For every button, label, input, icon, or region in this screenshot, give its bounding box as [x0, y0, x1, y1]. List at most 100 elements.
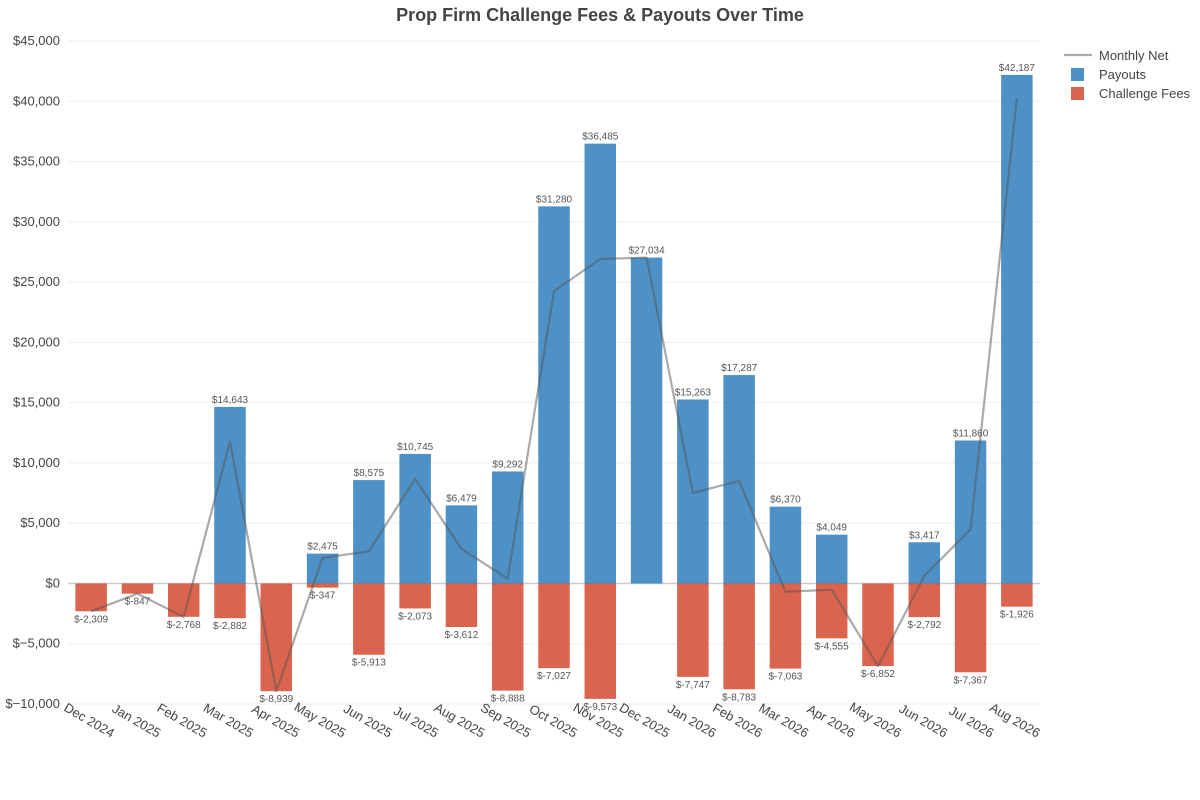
x-tick-label: Mar 2025 [201, 700, 256, 740]
payout-bar [723, 375, 755, 584]
payout-bar [630, 257, 663, 584]
x-tick-label: Aug 2026 [987, 700, 1043, 741]
fee-data-label: $-7,747 [676, 680, 710, 691]
payout-bar [399, 453, 431, 584]
fee-bar [862, 583, 894, 667]
payout-bar [584, 143, 617, 584]
legend: Monthly Net Payouts Challenge Fees [1064, 48, 1191, 101]
fee-bar [399, 583, 431, 609]
payout-data-label: $4,049 [816, 523, 847, 534]
y-tick-label: $25,000 [13, 274, 60, 289]
x-tick-label: May 2026 [847, 699, 904, 741]
fee-bar [1001, 583, 1033, 607]
y-tick-label: $15,000 [13, 395, 60, 410]
net-line [90, 97, 1018, 693]
y-tick-label: $30,000 [13, 214, 60, 229]
x-tick-label: Jun 2025 [341, 701, 395, 741]
x-tick-label: Feb 2025 [155, 700, 210, 740]
x-tick-label: May 2025 [292, 699, 349, 741]
y-tick-label: $5,000 [20, 515, 60, 530]
y-tick-label: $35,000 [13, 154, 60, 169]
fee-bar [815, 583, 848, 639]
x-tick-label: Feb 2026 [710, 700, 765, 740]
fee-data-label: $-2,073 [398, 611, 432, 622]
fee-data-label: $-2,792 [907, 620, 941, 631]
x-tick-label: Sep 2025 [478, 700, 534, 741]
fee-data-label: $-347 [310, 591, 336, 602]
payout-bar [954, 440, 987, 584]
fee-bar [908, 583, 941, 618]
payout-data-label: $31,280 [536, 194, 573, 205]
payout-data-label: $8,575 [354, 468, 385, 479]
payout-data-label: $10,745 [397, 442, 434, 453]
fee-bar [584, 583, 617, 699]
payout-data-label: $11,860 [953, 428, 989, 439]
legend-label: Challenge Fees [1099, 86, 1191, 101]
payout-data-label: $6,479 [446, 493, 477, 504]
data-labels: $14,643 $2,475 $8,575 $10,745 $6,479 $9,292 $3… [74, 63, 1035, 713]
y-tick-label: $0 [46, 575, 60, 590]
fee-data-label: $-2,882 [213, 621, 247, 632]
monthly-net-line [90, 97, 1018, 693]
payout-data-label: $9,292 [492, 459, 523, 470]
y-tick-label: $10,000 [13, 455, 60, 470]
legend-label: Monthly Net [1099, 48, 1169, 63]
fee-data-label: $-9,573 [583, 702, 617, 713]
fee-bar [214, 583, 246, 619]
fee-data-label: $-4,555 [815, 641, 849, 652]
fee-data-label: $-8,939 [259, 694, 293, 705]
payout-bar [491, 471, 524, 584]
fee-data-label: $-7,063 [768, 672, 802, 683]
fee-data-label: $-8,888 [491, 694, 525, 705]
fee-data-label: $-2,309 [74, 614, 108, 625]
fee-data-label: $-1,926 [1000, 610, 1034, 621]
y-axis: $−10,000 $−5,000 $0 $5,000 $10,000 $15,000 $20… [5, 33, 60, 711]
fee-data-label: $-3,612 [444, 630, 478, 641]
payout-data-label: $36,485 [582, 132, 619, 143]
fee-bar [723, 583, 755, 690]
fee-bar [306, 583, 339, 588]
fee-data-label: $-7,027 [537, 671, 571, 682]
payout-data-label: $2,475 [307, 542, 338, 553]
x-tick-label: Jun 2026 [896, 701, 950, 741]
fee-bar [769, 583, 802, 669]
x-tick-label: Mar 2026 [756, 700, 811, 740]
legend-swatch [1071, 68, 1084, 81]
x-tick-label: Jan 2026 [665, 701, 719, 741]
fee-bar [445, 583, 478, 627]
bars [75, 74, 1033, 699]
payout-bar [769, 506, 802, 584]
fee-bar [491, 583, 524, 691]
fee-data-label: $-6,852 [861, 669, 895, 680]
x-tick-label: Oct 2025 [527, 701, 580, 740]
chart-title: Prop Firm Challenge Fees & Payouts Over … [396, 5, 804, 25]
y-tick-label: $−10,000 [5, 696, 60, 711]
x-tick-label: Dec 2025 [617, 700, 673, 741]
payout-data-label: $42,187 [999, 63, 1036, 74]
payout-bar [815, 534, 848, 584]
fee-bar [677, 583, 709, 677]
fee-bar [121, 583, 154, 594]
fee-bar [538, 583, 570, 669]
y-tick-label: $40,000 [13, 93, 60, 108]
payout-bar [445, 505, 478, 584]
legend-label: Payouts [1099, 67, 1146, 82]
fee-data-label: $-2,768 [167, 620, 201, 631]
payout-bar [538, 206, 570, 584]
payout-data-label: $6,370 [770, 495, 801, 506]
payout-data-label: $27,034 [628, 246, 665, 257]
fee-bar [954, 583, 987, 673]
payout-data-label: $15,263 [675, 387, 712, 398]
payout-data-label: $17,287 [721, 363, 758, 374]
fee-data-label: $-847 [125, 597, 151, 608]
y-tick-label: $20,000 [13, 334, 60, 349]
payout-data-label: $3,417 [909, 530, 940, 541]
y-tick-label: $45,000 [13, 33, 60, 48]
fee-data-label: $-8,783 [722, 692, 756, 703]
fee-data-label: $-7,367 [954, 675, 988, 686]
x-tick-label: Jan 2025 [110, 701, 164, 741]
legend-swatch [1071, 87, 1084, 100]
fee-bar [353, 583, 385, 655]
